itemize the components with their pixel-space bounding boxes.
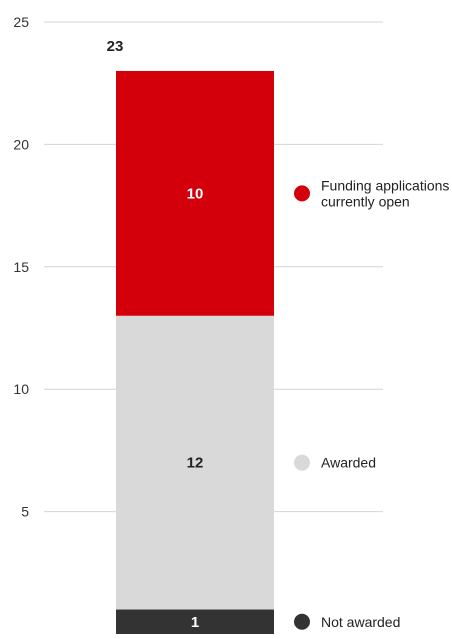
y-tick-label-15: 15 [13, 259, 29, 275]
legend-dot-awarded [294, 454, 310, 471]
legend-dot-not-awarded [294, 613, 310, 630]
legend-dot-funding-applications-currently-open [294, 185, 310, 202]
y-tick-label-20: 20 [13, 136, 29, 152]
legend-label-awarded: Awarded [321, 455, 376, 471]
bar-segment-awarded [116, 315, 274, 610]
legend-label-funding-applications-currently-open: Funding applications currently open [321, 177, 449, 209]
segment-value-label-awarded: 12 [187, 455, 204, 472]
y-tick-label-25: 25 [13, 14, 29, 30]
total-value-label: 23 [107, 38, 124, 55]
bar-segment-funding-applications-currently-open [116, 70, 274, 316]
segment-value-label-not-awarded: 1 [191, 614, 199, 631]
bar-segment-not-awarded [116, 609, 274, 634]
segment-value-label-funding-applications-currently-open: 10 [187, 185, 204, 202]
y-tick-label-10: 10 [13, 381, 29, 397]
y-tick-label-5: 5 [21, 504, 29, 520]
legend-label-not-awarded: Not awarded [321, 614, 400, 630]
